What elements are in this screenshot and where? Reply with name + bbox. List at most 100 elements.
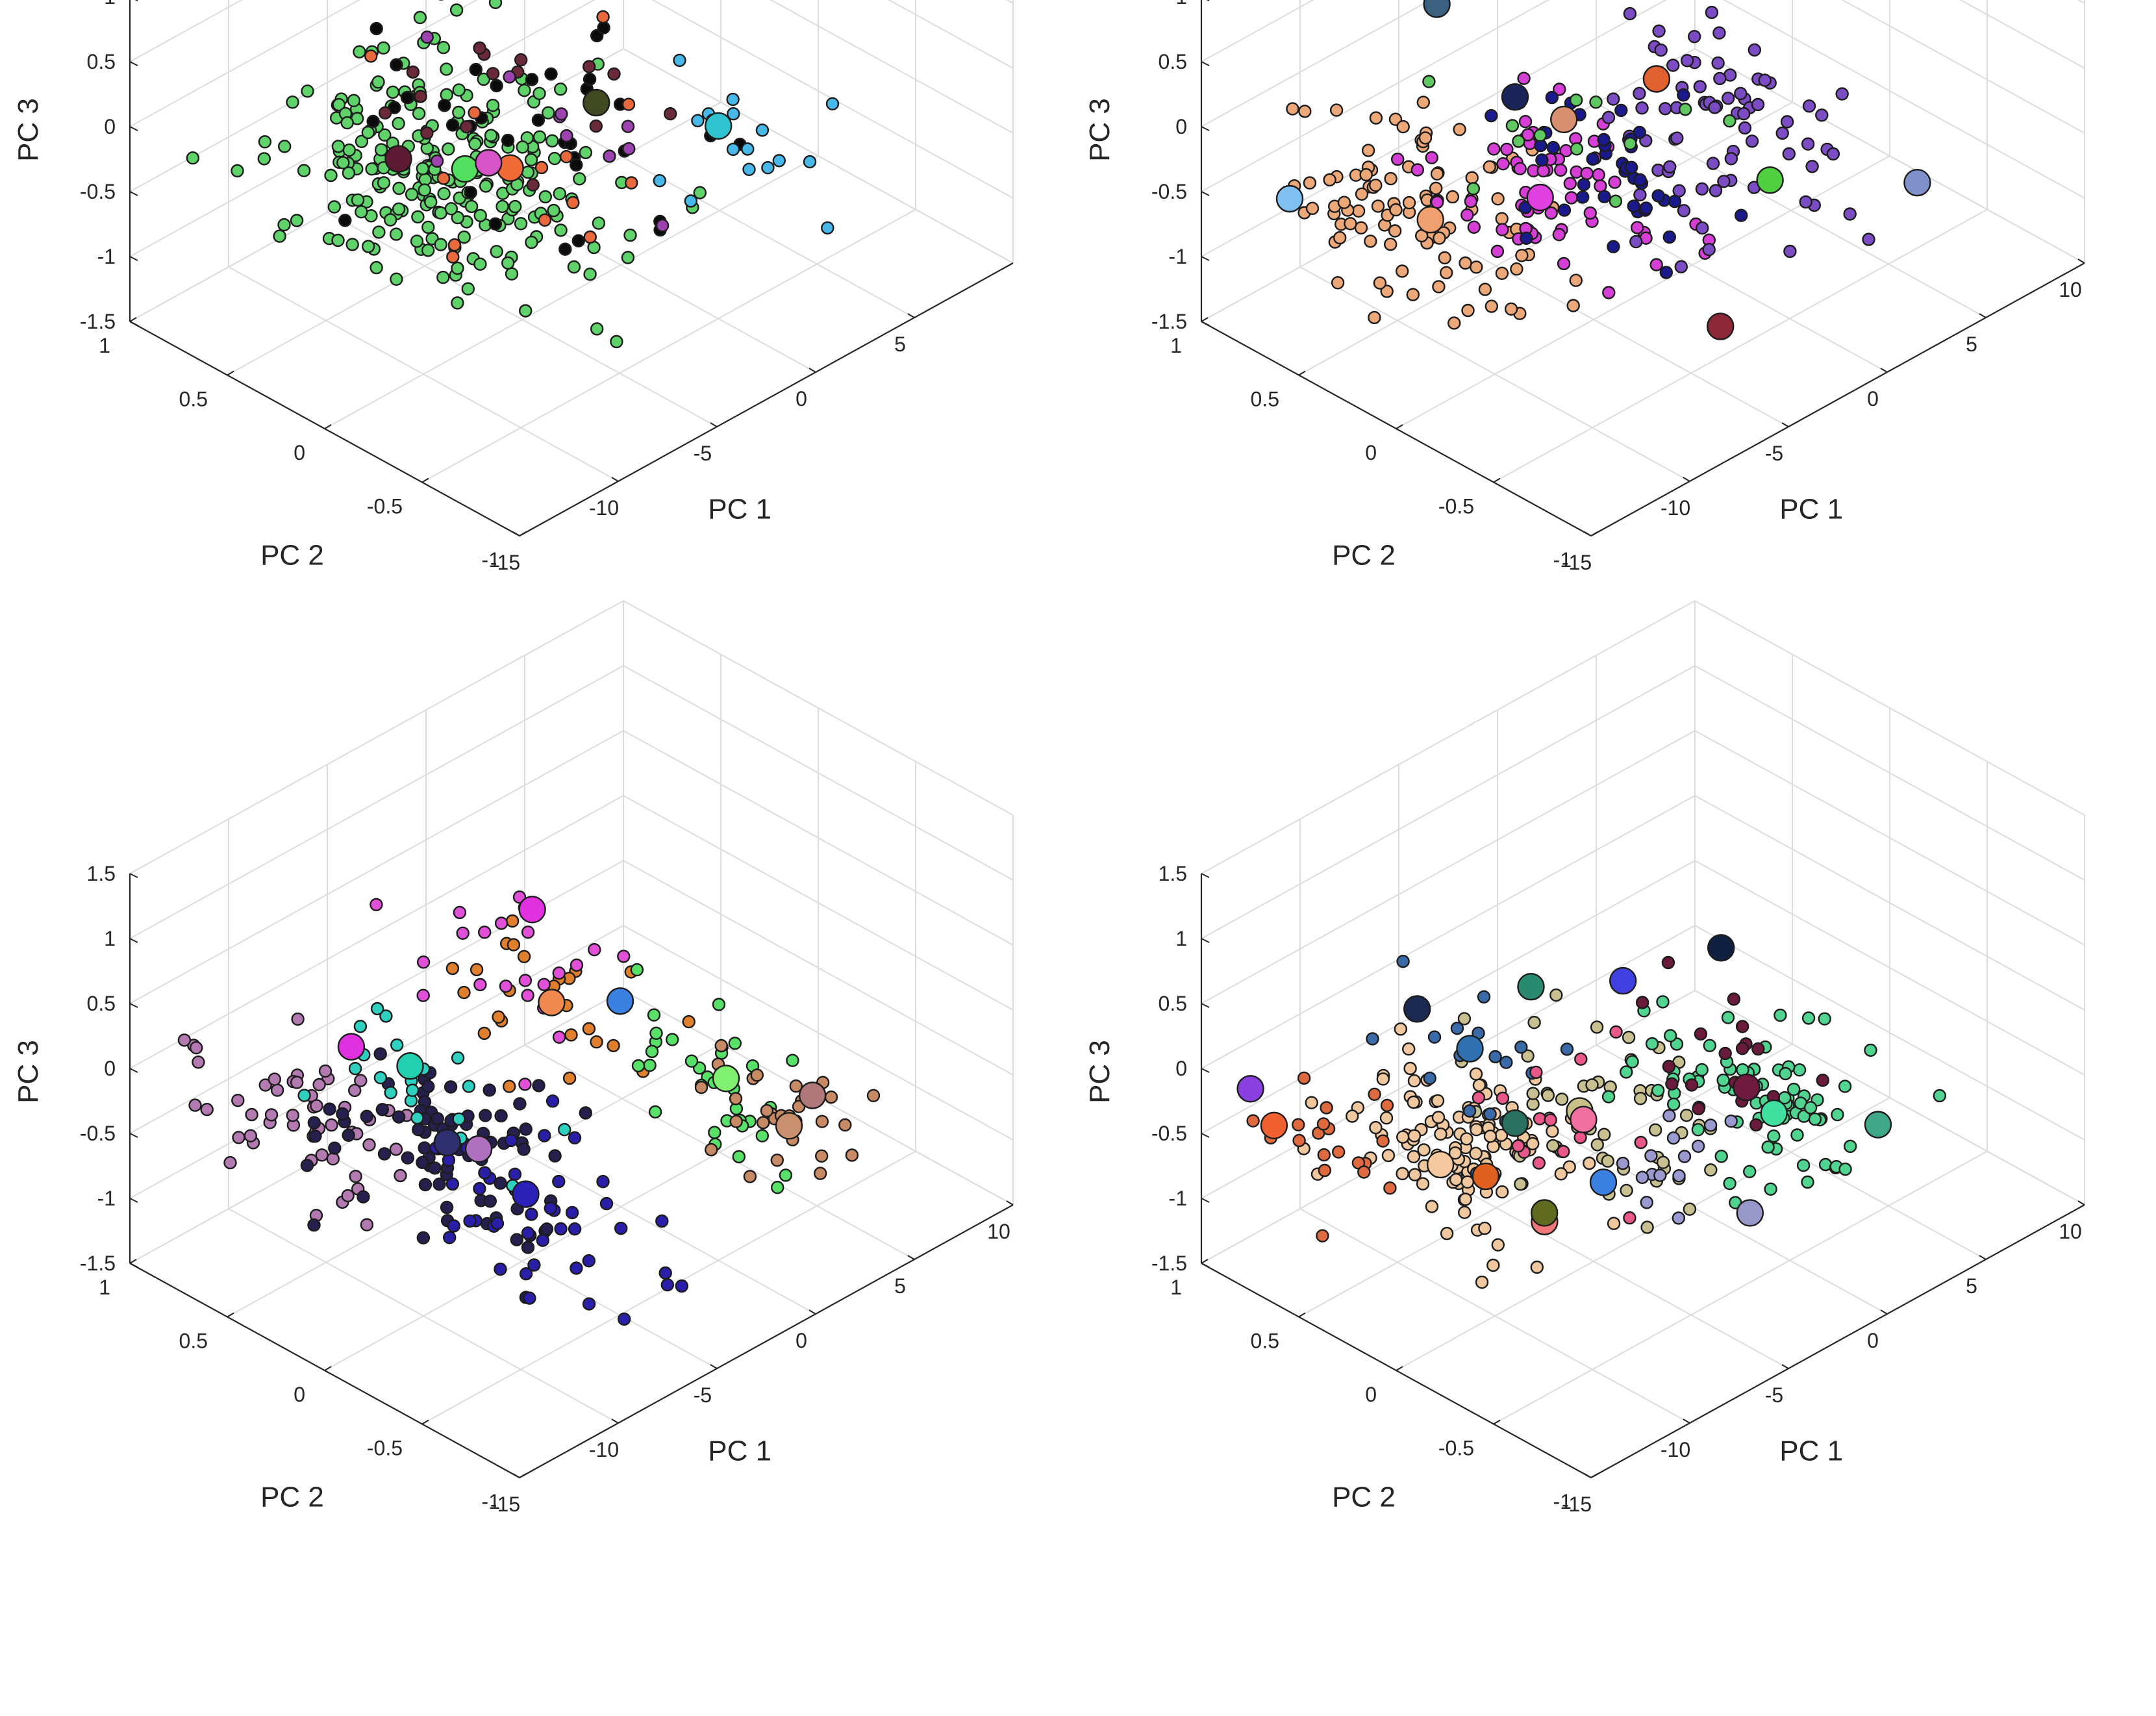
x-tick-label: 10	[2059, 1220, 2082, 1243]
data-point	[504, 1133, 518, 1148]
data-point	[1633, 173, 1647, 187]
data-point	[1679, 1109, 1694, 1122]
data-point	[177, 1033, 192, 1047]
data-point	[1801, 1011, 1816, 1025]
data-point	[1379, 1111, 1394, 1125]
data-point	[1485, 299, 1498, 313]
data-point	[554, 223, 568, 237]
data-point	[364, 49, 378, 63]
data-point	[473, 41, 486, 55]
data-point	[310, 1099, 323, 1113]
data-point	[290, 1076, 304, 1089]
z-tick-label: -1.5	[80, 310, 116, 333]
data-point	[1826, 147, 1840, 161]
data-point	[336, 156, 350, 170]
data-point	[1517, 71, 1531, 85]
data-point	[838, 1118, 852, 1132]
grid-line	[623, 795, 1014, 1011]
grid-line	[1201, 0, 1432, 127]
data-point	[286, 1109, 299, 1122]
data-point	[1560, 1042, 1574, 1056]
data-point	[1364, 234, 1377, 248]
data-point	[1745, 134, 1759, 148]
data-point	[553, 187, 566, 201]
data-point	[1589, 95, 1603, 109]
data-point	[1496, 157, 1510, 171]
data-point	[478, 926, 492, 939]
data-point	[353, 1020, 368, 1033]
data-point	[1831, 1107, 1844, 1122]
data-point	[1527, 1015, 1541, 1029]
data-point	[1504, 302, 1518, 316]
z-tick-label: -1	[1169, 1187, 1187, 1210]
data-point	[418, 183, 431, 197]
data-point	[1511, 1139, 1525, 1153]
y-tick-label: -1	[482, 1490, 500, 1513]
data-point	[1470, 260, 1483, 274]
scatter-panel-bottom-right: -15-10-50510-1-0.500.51-1.5-1-0.500.511.…	[1084, 600, 2085, 1516]
z-axis-label: PC 3	[1084, 98, 1116, 162]
x-axis-line	[519, 1204, 1014, 1478]
data-point	[1495, 266, 1509, 280]
data-point	[714, 1039, 728, 1053]
data-point	[1425, 1200, 1439, 1213]
x-tick-mark	[1880, 1309, 1888, 1315]
data-point	[756, 1116, 770, 1129]
x-tick-label: -5	[694, 442, 712, 465]
z-tick-label: -1.5	[1151, 310, 1187, 333]
grid-line	[623, 600, 1014, 816]
data-point	[373, 1070, 388, 1085]
data-point	[1862, 233, 1875, 246]
grid-line	[1201, 0, 1549, 192]
data-point	[331, 233, 345, 247]
data-point	[653, 174, 666, 188]
data-point	[1716, 1073, 1730, 1087]
data-point	[1485, 108, 1498, 123]
centroid-marker	[337, 1033, 366, 1061]
data-point	[547, 151, 562, 166]
x-tick-label: -5	[1765, 1383, 1783, 1407]
data-point	[1801, 1175, 1814, 1189]
data-point	[1518, 114, 1533, 129]
y-tick-label: -1	[1553, 548, 1572, 572]
z-tick-mark	[129, 61, 138, 66]
x-tick-mark	[1979, 313, 1987, 318]
z-tick-mark	[1201, 1003, 1210, 1008]
data-point	[1796, 1159, 1811, 1172]
data-point	[755, 123, 770, 137]
data-point	[258, 135, 272, 149]
data-points	[186, 0, 840, 349]
data-point	[596, 1175, 610, 1189]
data-point	[1448, 1146, 1462, 1160]
data-point	[1477, 990, 1491, 1004]
data-point	[508, 1167, 522, 1181]
data-point	[1459, 256, 1472, 270]
data-point	[1714, 1150, 1728, 1163]
data-point	[410, 1111, 424, 1125]
x-tick-label: -5	[1765, 442, 1783, 465]
data-point	[589, 119, 603, 133]
data-point	[1622, 1030, 1636, 1044]
z-tick-mark	[1201, 321, 1210, 326]
data-point	[558, 242, 572, 256]
z-tick-mark	[1201, 1263, 1210, 1268]
data-point	[726, 142, 740, 157]
x-tick-label: 10	[987, 1220, 1010, 1243]
data-point	[729, 1115, 743, 1128]
grid-line	[623, 730, 1014, 946]
data-point	[565, 1205, 579, 1220]
data-point	[625, 176, 638, 190]
z-tick-mark	[129, 256, 138, 261]
data-point	[186, 151, 200, 165]
centroid-marker	[1642, 65, 1671, 93]
data-point	[516, 140, 529, 154]
data-point	[534, 160, 549, 175]
data-point	[1359, 168, 1373, 182]
data-point	[374, 143, 388, 157]
data-point	[278, 140, 292, 153]
data-point	[1722, 92, 1735, 105]
centroid-marker	[1736, 1199, 1764, 1227]
data-point	[562, 1071, 577, 1085]
data-point	[755, 1129, 770, 1142]
data-point	[460, 120, 473, 134]
